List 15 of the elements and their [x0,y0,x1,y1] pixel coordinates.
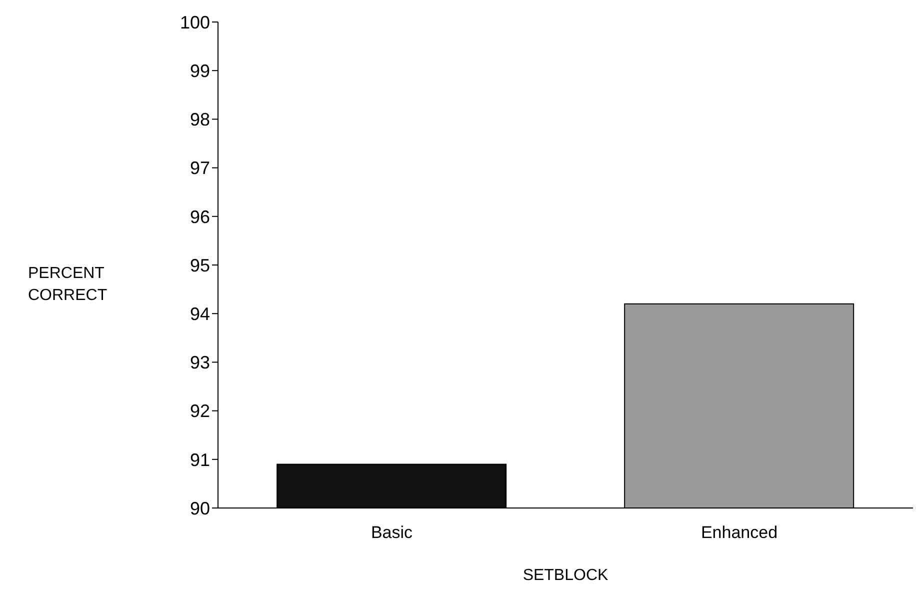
x-tick-label: Basic [370,523,414,542]
y-axis-title: PERCENT CORRECT [28,265,108,304]
y-tick-label: 93 [190,352,210,373]
y-tick-label: 91 [190,450,210,470]
y-tick-label: 95 [190,255,210,276]
y-tick-label: 98 [190,110,210,130]
y-tick-label: 99 [190,60,210,81]
y-tick-label: 92 [190,401,210,422]
x-axis-title: SETBLOCK [522,567,609,584]
y-tick-label: 97 [190,158,210,178]
x-tick-label: Enhanced [700,523,778,542]
y-tick-label: 90 [190,498,210,518]
y-tick-label: 94 [190,304,210,324]
y-tick-label: 100 [180,12,210,32]
y-tick-label: 96 [190,206,210,227]
